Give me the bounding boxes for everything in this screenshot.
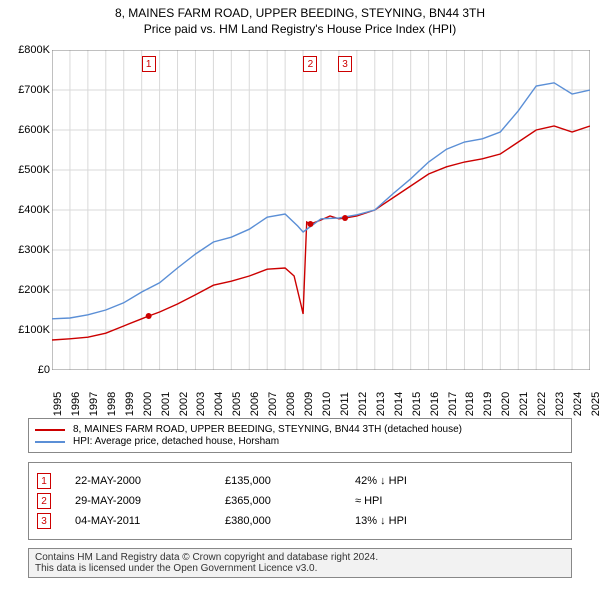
chart-title-sub: Price paid vs. HM Land Registry's House … xyxy=(0,22,600,36)
transaction-row-marker: 2 xyxy=(37,493,51,509)
y-tick-label: £400K xyxy=(18,204,50,216)
x-tick-label: 2018 xyxy=(464,392,476,416)
transaction-marker: 2 xyxy=(303,56,317,72)
x-tick-label: 2003 xyxy=(195,392,207,416)
x-tick-label: 1996 xyxy=(70,392,82,416)
transaction-row: 3 04-MAY-2011£380,00013% ↓ HPI xyxy=(37,513,563,529)
x-tick-label: 2010 xyxy=(321,392,333,416)
legend-box: 8, MAINES FARM ROAD, UPPER BEEDING, STEY… xyxy=(28,418,572,453)
x-tick-label: 2016 xyxy=(429,392,441,416)
legend-swatch xyxy=(35,441,65,443)
x-tick-label: 2021 xyxy=(518,392,530,416)
transaction-row-marker: 1 xyxy=(37,473,51,489)
x-tick-label: 2008 xyxy=(285,392,297,416)
x-tick-label: 2025 xyxy=(590,392,600,416)
chart-title-block: 8, MAINES FARM ROAD, UPPER BEEDING, STEY… xyxy=(0,0,600,36)
transaction-row: 2 29-MAY-2009£365,000≈ HPI xyxy=(37,493,563,509)
y-tick-label: £100K xyxy=(18,324,50,336)
x-tick-label: 2019 xyxy=(482,392,494,416)
x-tick-label: 2009 xyxy=(303,392,315,416)
y-tick-label: £500K xyxy=(18,164,50,176)
transaction-date: 22-MAY-2000 xyxy=(75,475,225,487)
x-tick-label: 2020 xyxy=(500,392,512,416)
x-tick-label: 2011 xyxy=(339,392,351,416)
chart-plot-area xyxy=(52,50,590,370)
legend-label: 8, MAINES FARM ROAD, UPPER BEEDING, STEY… xyxy=(73,424,462,435)
transaction-date: 29-MAY-2009 xyxy=(75,495,225,507)
x-tick-label: 2004 xyxy=(213,392,225,416)
legend-label: HPI: Average price, detached house, Hors… xyxy=(73,436,279,447)
x-tick-label: 1997 xyxy=(88,392,100,416)
chart-title-main: 8, MAINES FARM ROAD, UPPER BEEDING, STEY… xyxy=(0,6,600,20)
x-tick-label: 2002 xyxy=(178,392,190,416)
transaction-row: 1 22-MAY-2000£135,00042% ↓ HPI xyxy=(37,473,563,489)
x-tick-label: 2006 xyxy=(249,392,261,416)
transaction-price: £365,000 xyxy=(225,495,355,507)
x-tick-label: 2013 xyxy=(375,392,387,416)
x-tick-label: 2007 xyxy=(267,392,279,416)
y-tick-label: £700K xyxy=(18,84,50,96)
transaction-hpi: ≈ HPI xyxy=(355,495,382,507)
transaction-row-marker: 3 xyxy=(37,513,51,529)
y-tick-label: £0 xyxy=(38,364,50,376)
x-tick-label: 1999 xyxy=(124,392,136,416)
x-tick-label: 1995 xyxy=(52,392,64,416)
x-tick-label: 2024 xyxy=(572,392,584,416)
x-tick-label: 2015 xyxy=(411,392,423,416)
x-tick-label: 2017 xyxy=(447,392,459,416)
transaction-marker: 1 xyxy=(142,56,156,72)
footer-attribution: Contains HM Land Registry data © Crown c… xyxy=(28,548,572,578)
transaction-hpi: 13% ↓ HPI xyxy=(355,515,407,527)
y-tick-label: £800K xyxy=(18,44,50,56)
x-tick-label: 2005 xyxy=(231,392,243,416)
x-tick-label: 2001 xyxy=(160,392,172,416)
transaction-hpi: 42% ↓ HPI xyxy=(355,475,407,487)
footer-line-1: Contains HM Land Registry data © Crown c… xyxy=(35,552,565,563)
transaction-date: 04-MAY-2011 xyxy=(75,515,225,527)
x-tick-label: 2012 xyxy=(357,392,369,416)
legend-row: HPI: Average price, detached house, Hors… xyxy=(35,436,565,447)
transaction-price: £135,000 xyxy=(225,475,355,487)
transaction-price: £380,000 xyxy=(225,515,355,527)
x-tick-label: 2023 xyxy=(554,392,566,416)
x-tick-label: 2014 xyxy=(393,392,405,416)
chart-svg xyxy=(52,50,590,370)
legend-row: 8, MAINES FARM ROAD, UPPER BEEDING, STEY… xyxy=(35,424,565,435)
transactions-table: 1 22-MAY-2000£135,00042% ↓ HPI 2 29-MAY-200… xyxy=(28,462,572,540)
footer-line-2: This data is licensed under the Open Gov… xyxy=(35,563,565,574)
x-tick-label: 1998 xyxy=(106,392,118,416)
legend-swatch xyxy=(35,429,65,431)
transaction-marker: 3 xyxy=(338,56,352,72)
x-tick-label: 2000 xyxy=(142,392,154,416)
y-tick-label: £300K xyxy=(18,244,50,256)
y-tick-label: £600K xyxy=(18,124,50,136)
y-tick-label: £200K xyxy=(18,284,50,296)
page-root: 8, MAINES FARM ROAD, UPPER BEEDING, STEY… xyxy=(0,0,600,590)
x-tick-label: 2022 xyxy=(536,392,548,416)
